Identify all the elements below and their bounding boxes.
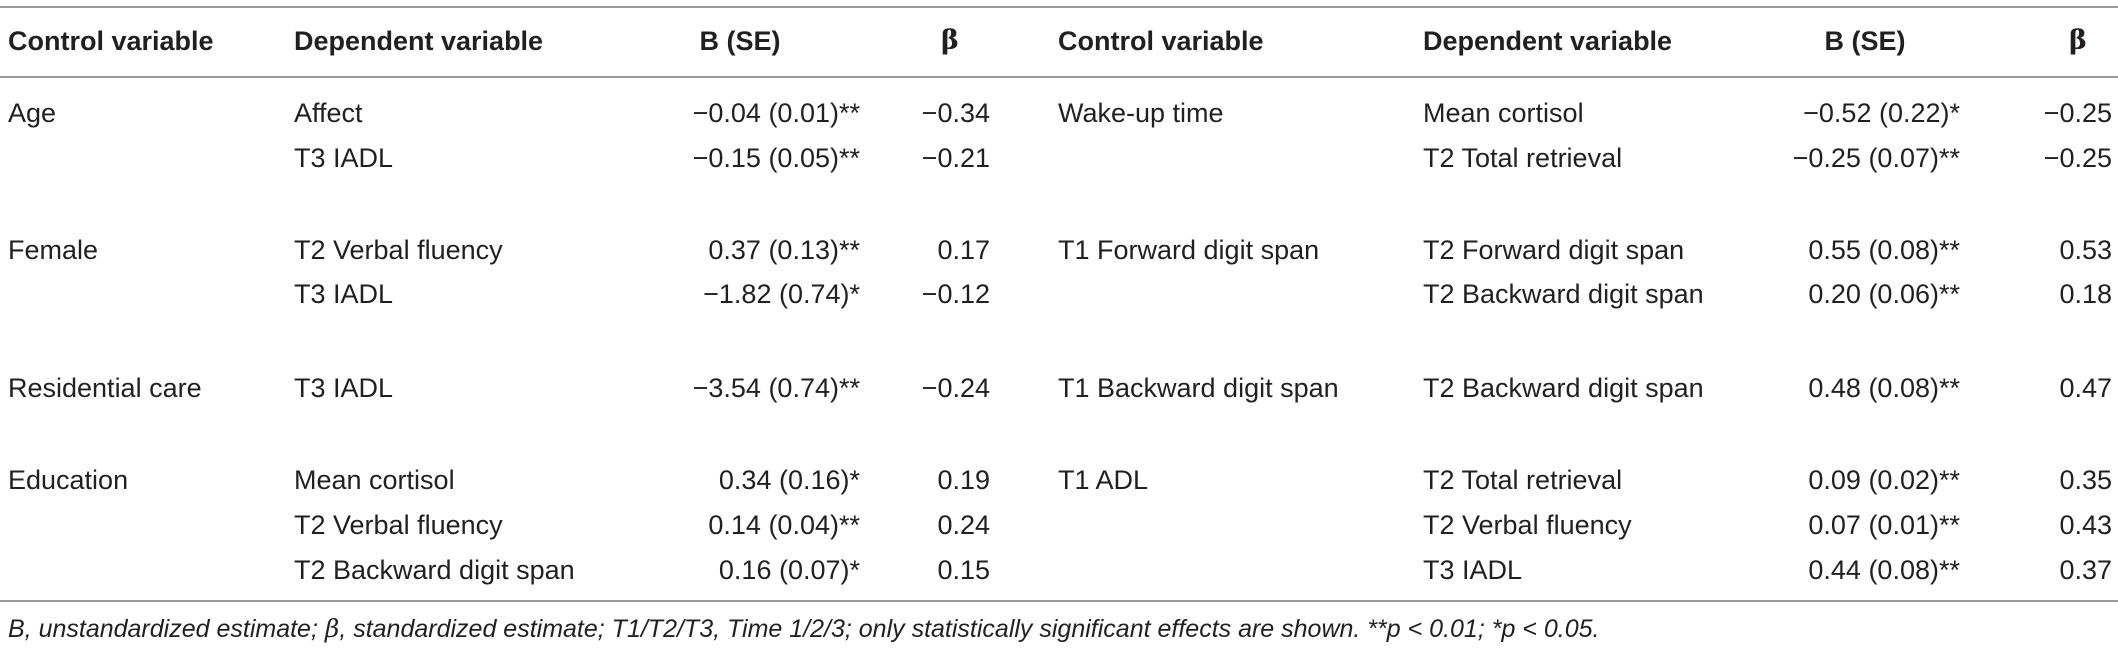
dependent-cell: Mean cortisol [1423,98,1584,128]
dependent-cell: T2 Verbal fluency [1423,510,1632,540]
header-bse-left: B (SE) [699,26,781,56]
dependent-cell: T2 Backward digit span [1423,279,1704,309]
beta-cell: 0.18 [2059,279,2112,309]
bse-cell: 0.34 (0.16)* [718,465,860,495]
bse-cell: 0.14 (0.04)** [708,510,860,540]
dependent-cell: T2 Verbal fluency [294,235,503,265]
beta-cell: 0.37 [2059,555,2112,585]
dependent-cell: T3 IADL [294,373,394,403]
dependent-cell: T2 Backward digit span [294,555,575,585]
header-beta-right: β [2069,25,2087,56]
control-cell: T1 Forward digit span [1058,235,1320,265]
bse-cell: −0.15 (0.05)** [692,143,860,173]
dependent-cell: Mean cortisol [294,465,455,495]
bse-cell: 0.37 (0.13)** [708,235,860,265]
bse-cell: −0.52 (0.22)* [1803,98,1960,128]
control-cell: Residential care [8,373,202,403]
beta-cell: −0.24 [921,373,990,403]
beta-cell: −0.34 [921,98,990,128]
header-dependent-right: Dependent variable [1423,26,1673,56]
footnote-part2: , standardized estimate; T1/T2/T3, Time … [339,615,1600,643]
bse-cell: 0.16 (0.07)* [718,555,860,585]
bse-cell: 0.55 (0.08)** [1808,235,1960,265]
table-bottom-rule [0,600,2118,602]
dependent-cell: Affect [294,98,363,128]
dependent-cell: T3 IADL [1423,555,1523,585]
beta-cell: −0.25 [2043,143,2112,173]
bse-cell: −1.82 (0.74)* [703,279,860,309]
bse-cell: −0.04 (0.01)** [692,98,860,128]
bse-cell: −0.25 (0.07)** [1792,143,1960,173]
beta-cell: −0.12 [921,279,990,309]
header-beta-left: β [941,25,959,56]
header-bse-right: B (SE) [1824,26,1906,56]
bse-cell: 0.09 (0.02)** [1808,465,1960,495]
table-top-rule [0,6,2118,8]
dependent-cell: T2 Total retrieval [1423,143,1623,173]
beta-cell: 0.19 [937,465,990,495]
dependent-cell: T2 Backward digit span [1423,373,1704,403]
beta-cell: 0.43 [2059,510,2112,540]
beta-cell: 0.24 [937,510,990,540]
control-cell: T1 ADL [1058,465,1149,495]
header-control-right: Control variable [1058,26,1264,56]
beta-cell: 0.53 [2059,235,2112,265]
dependent-cell: T2 Forward digit span [1423,235,1685,265]
control-cell: Female [8,235,99,265]
dependent-cell: T3 IADL [294,279,394,309]
control-cell: Education [8,465,129,495]
table-footnote: B, unstandardized estimate; β, standardi… [8,612,1599,646]
header-dependent-left: Dependent variable [294,26,544,56]
table-header-rule [0,76,2118,78]
beta-cell: −0.21 [921,143,990,173]
beta-cell: −0.25 [2043,98,2112,128]
bse-cell: 0.48 (0.08)** [1808,373,1960,403]
dependent-cell: T2 Verbal fluency [294,510,503,540]
bse-cell: −3.54 (0.74)** [692,373,860,403]
control-cell: T1 Backward digit span [1058,373,1339,403]
bse-cell: 0.20 (0.06)** [1808,279,1960,309]
dependent-cell: T2 Total retrieval [1423,465,1623,495]
footnote-part1: B, unstandardized estimate; [8,615,325,643]
control-cell: Wake-up time [1058,98,1224,128]
dependent-cell: T3 IADL [294,143,394,173]
bse-cell: 0.44 (0.08)** [1808,555,1960,585]
footnote-beta-symbol: β [324,614,340,643]
beta-cell: 0.47 [2059,373,2112,403]
beta-cell: 0.35 [2059,465,2112,495]
beta-cell: 0.15 [937,555,990,585]
control-cell: Age [8,98,57,128]
beta-cell: 0.17 [937,235,990,265]
bse-cell: 0.07 (0.01)** [1808,510,1960,540]
header-control-left: Control variable [8,26,214,56]
